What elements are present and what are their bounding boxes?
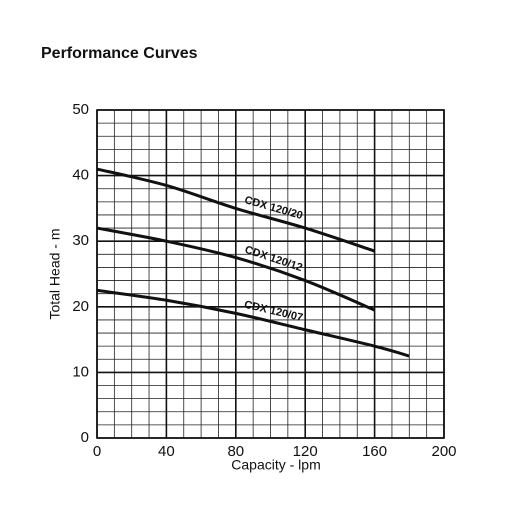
- y-tick-label: 10: [72, 363, 89, 380]
- y-tick-label: 0: [81, 429, 89, 446]
- y-tick-label: 20: [72, 298, 89, 315]
- curve: [96, 167, 376, 253]
- curve: [96, 288, 410, 358]
- plot-frame: [96, 109, 445, 439]
- x-tick-label: 120: [293, 443, 318, 460]
- x-axis-label: Capacity - lpm: [231, 457, 320, 473]
- curve: [96, 226, 376, 312]
- y-tick-label: 50: [72, 101, 89, 118]
- x-tick-label: 40: [158, 443, 175, 460]
- curve-label: CDX 120/07: [243, 299, 304, 324]
- y-tick-label: 40: [72, 167, 89, 184]
- x-tick-label: 80: [227, 443, 244, 460]
- x-tick-label: 160: [362, 443, 387, 460]
- x-tick-label: 0: [93, 443, 101, 460]
- chart-title: Performance Curves: [41, 45, 198, 62]
- y-axis-label: Total Head - m: [47, 228, 63, 319]
- x-tick-label: 200: [431, 443, 456, 460]
- y-tick-label: 30: [72, 232, 89, 249]
